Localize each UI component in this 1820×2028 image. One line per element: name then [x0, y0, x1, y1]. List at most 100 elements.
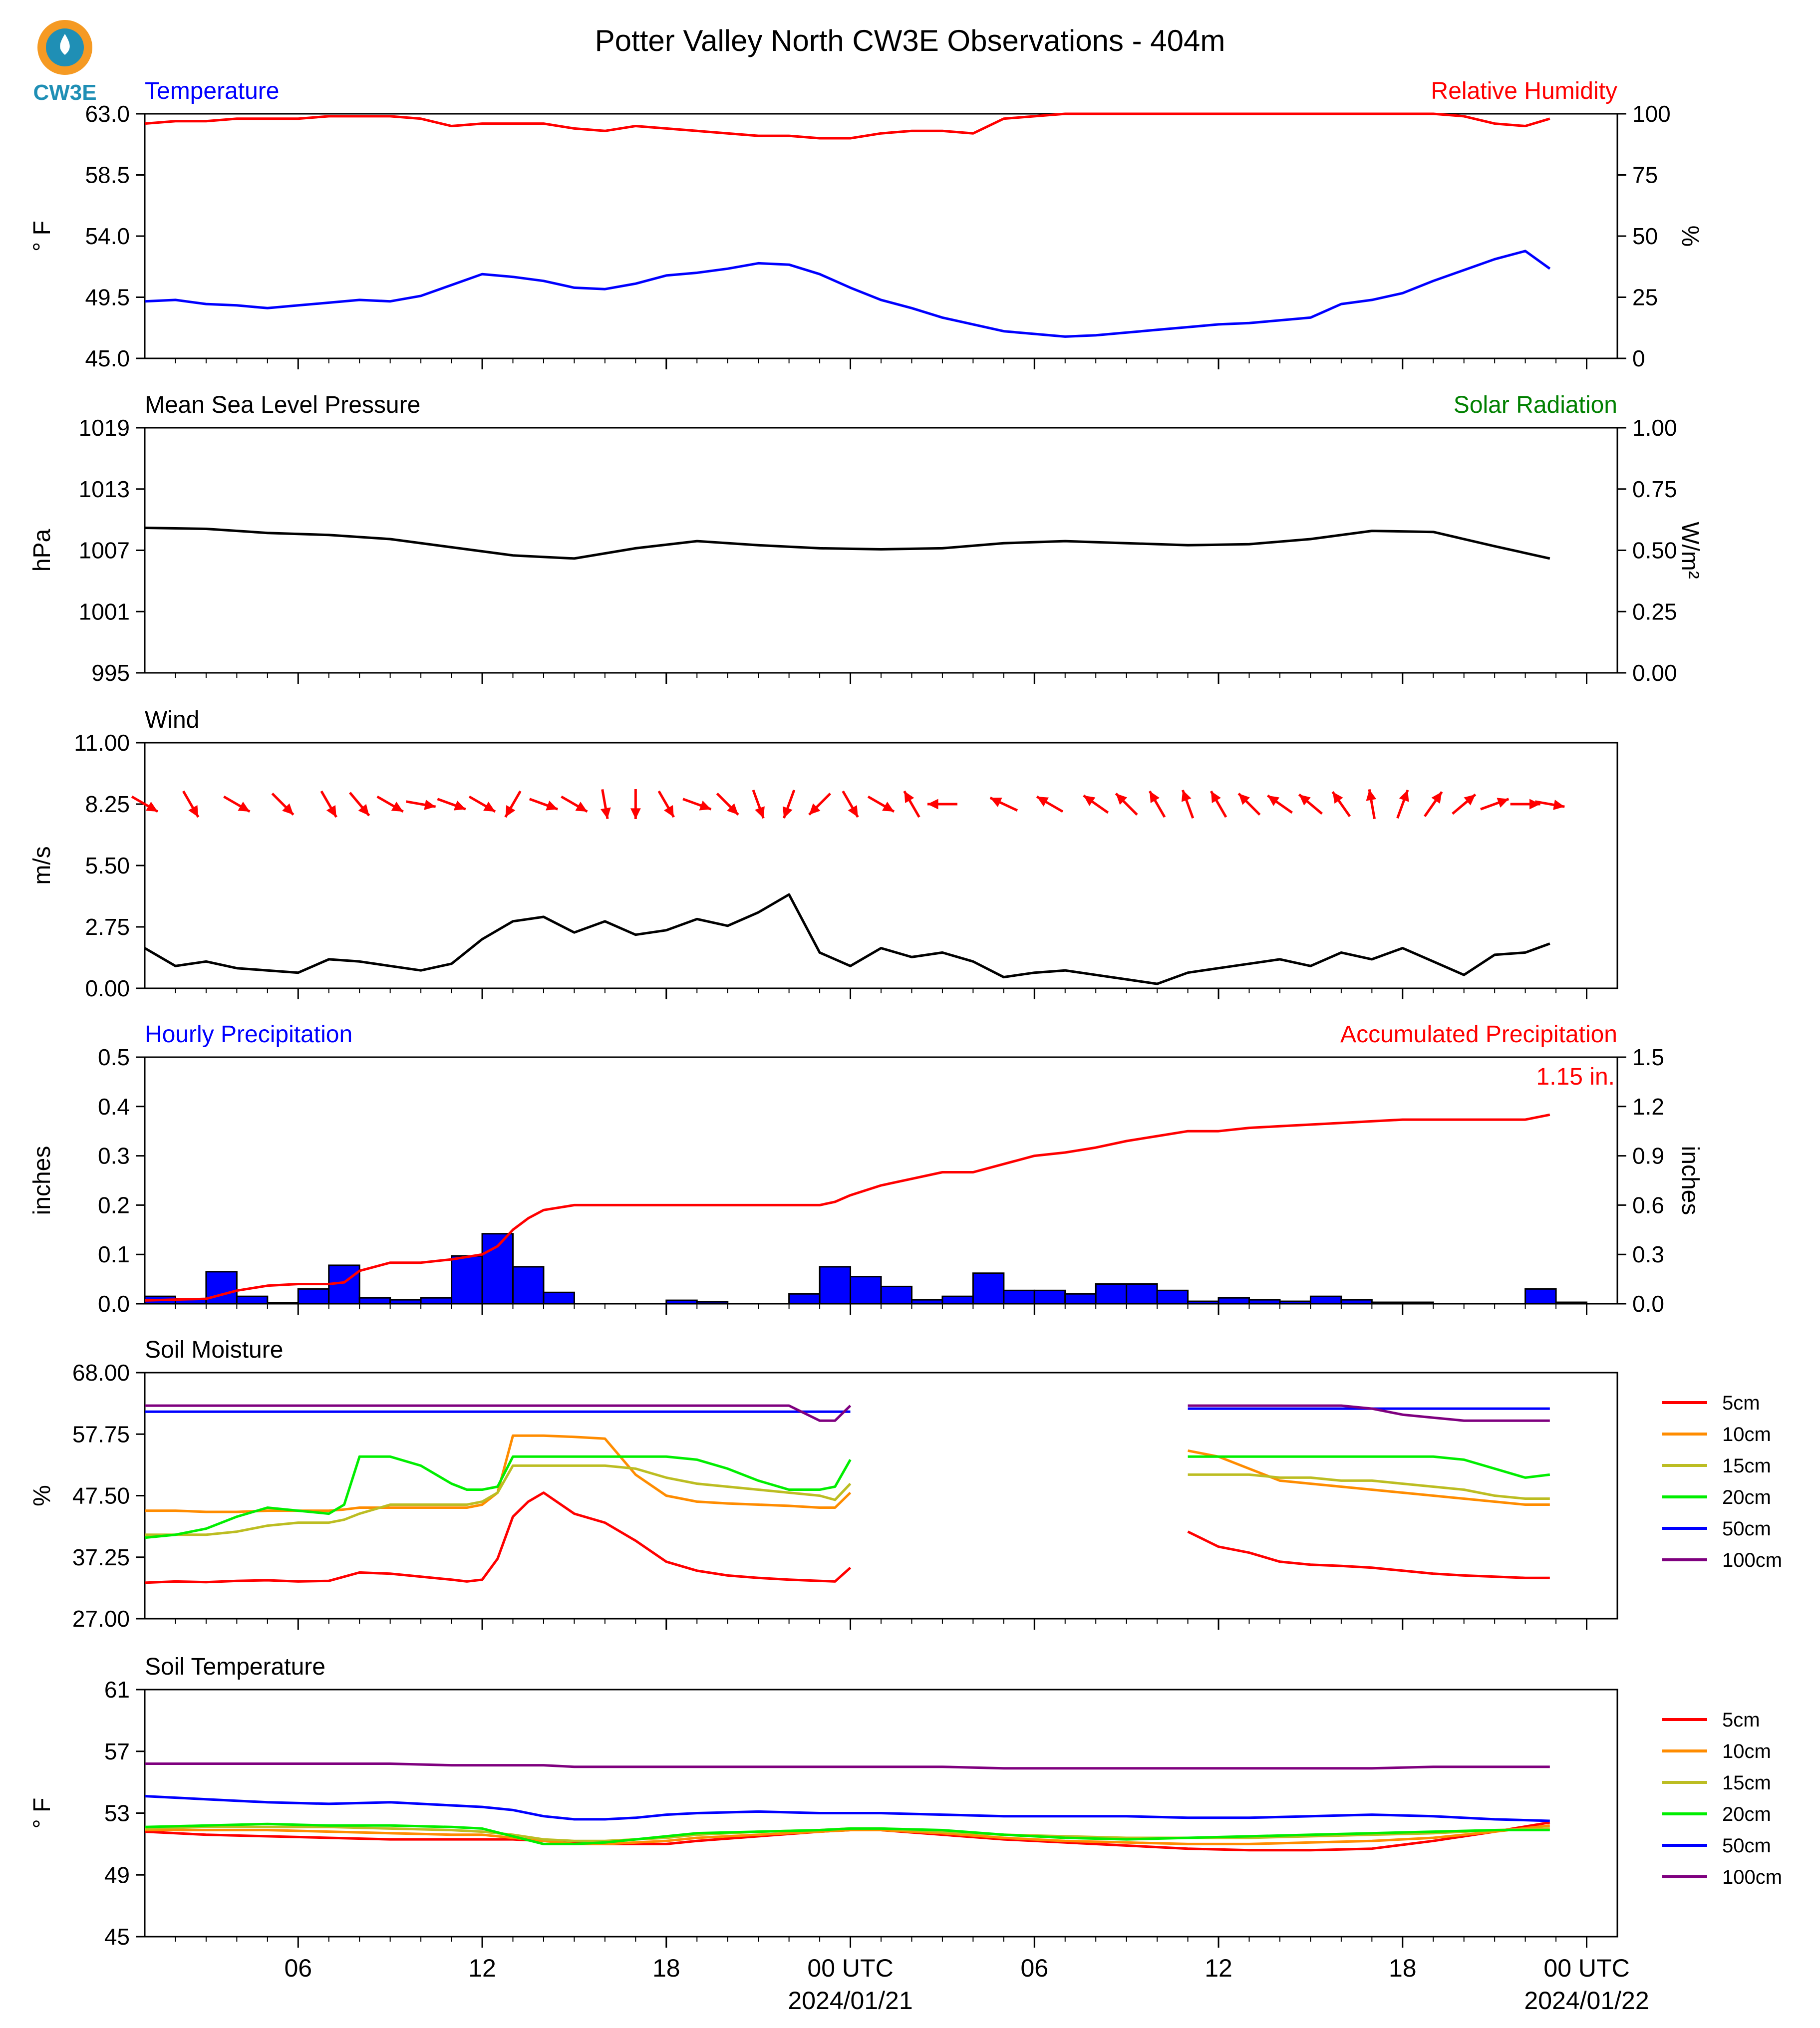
x-tick-label: 06 [1020, 1954, 1048, 1982]
series-line [144, 1821, 1550, 1852]
precip-bar [665, 1299, 698, 1305]
panel-6: 45 49 53 57 61 ° F Soil Temperature 5cm 10cm 15cm… [29, 1654, 1782, 1950]
y-tick-label: 54.0 [85, 223, 130, 249]
wind-arrow-head [699, 801, 711, 811]
x-tick-label: 18 [652, 1954, 680, 1982]
precip-bar [696, 1301, 729, 1305]
y-tick-label: 68.00 [72, 1360, 130, 1386]
precip-bar [1156, 1289, 1189, 1305]
y-tick-label: 1013 [79, 476, 130, 502]
precip-bar [1524, 1288, 1557, 1305]
x-tick-label: 00 UTC [1543, 1954, 1629, 1982]
panel-1: 45.0 49.5 54.0 58.5 63.0 0 25 50 75 100 ° F % Temper… [29, 78, 1703, 371]
precip-bar [1033, 1289, 1066, 1305]
series-line-15cm [145, 1464, 852, 1536]
series-line [144, 1795, 1550, 1822]
wind-arrow-head [1037, 797, 1049, 807]
precip-bar [420, 1297, 453, 1305]
wind-arrow-head [1211, 791, 1221, 803]
precip-bar [1248, 1299, 1281, 1305]
y-tick-label: 0.00 [85, 975, 130, 1001]
wind-arrow-head [1299, 794, 1311, 806]
y-axis-label: ° F [29, 221, 55, 252]
series-line [145, 1762, 1550, 1770]
y-tick-label: 57.75 [72, 1421, 130, 1447]
accumulated-total-label: 1.15 in. [1536, 1064, 1615, 1090]
precip-bar [880, 1285, 912, 1305]
y-tick-label: 47.50 [72, 1483, 130, 1509]
wind-arrow-head [727, 803, 738, 815]
wind-arrow-head [1332, 792, 1343, 804]
precip-bar [1095, 1283, 1128, 1305]
series-line-10cm [145, 1434, 852, 1513]
series-line [144, 112, 1550, 140]
wind-arrow-head [601, 807, 611, 819]
precip-bar [1402, 1301, 1434, 1305]
y-tick-label: 11.00 [74, 730, 130, 756]
legend-label: 10cm [1722, 1740, 1771, 1762]
y-right-tick-label: 100 [1632, 101, 1671, 127]
series-line [145, 1824, 1550, 1845]
wind-arrow-head [1497, 798, 1509, 808]
series-line [144, 893, 1550, 985]
y-axis-label: hPa [29, 529, 55, 572]
y-tick-label: 57 [104, 1738, 130, 1764]
wind-arrow-head [927, 799, 938, 810]
panel-4: 0.0 0.1 0.2 0.3 0.4 0.5 0.0 0.3 0.6 0.9 1.2 1.5 inch… [29, 1021, 1703, 1317]
y-right-tick-label: 1.5 [1632, 1044, 1664, 1070]
wind-arrow-head [882, 802, 894, 812]
y-right-tick-label: 0.6 [1632, 1192, 1664, 1218]
legend-label: 100cm [1722, 1549, 1782, 1571]
wind-arrow-head [358, 804, 369, 816]
precip-bar [267, 1302, 299, 1305]
series-line-15cm [1188, 1473, 1550, 1500]
plot-frame [144, 113, 1618, 359]
x-tick-label: 18 [1389, 1954, 1417, 1982]
series-line-5cm [144, 1491, 852, 1584]
precip-bar [389, 1299, 422, 1305]
x-date-label: 2024/01/21 [788, 1987, 912, 2015]
series-line [144, 527, 1550, 560]
y-right-tick-label: 0.0 [1632, 1291, 1664, 1317]
legend-label: 5cm [1722, 1709, 1760, 1731]
x-tick-label: 12 [1205, 1954, 1232, 1982]
water-drop-icon [60, 34, 70, 55]
y-right-tick-label: 0.25 [1632, 598, 1677, 624]
y-tick-label: 995 [91, 660, 130, 686]
precip-bar [481, 1233, 514, 1305]
y-axis-label: ° F [29, 1798, 55, 1829]
wind-arrow-head [1116, 793, 1128, 805]
wind-arrow-head [391, 802, 403, 812]
wind-arrow-head [483, 802, 496, 812]
y-right-tick-label: 50 [1632, 223, 1658, 249]
precip-bar [941, 1295, 974, 1305]
panel-title-right: Relative Humidity [1431, 78, 1617, 104]
wind-arrow-head [755, 806, 765, 819]
precip-bar [1126, 1283, 1158, 1305]
y-right-tick-label: 1.2 [1632, 1094, 1664, 1120]
wind-arrow-head [990, 797, 1002, 807]
panel-5: 27.00 37.25 47.50 57.75 68.00% Soil Moisture 5… [29, 1337, 1782, 1632]
y-right-tick-label: 0 [1632, 345, 1645, 371]
wind-arrow-head [546, 801, 558, 811]
wind-arrow-head [575, 802, 588, 812]
plot-frame [144, 1056, 1618, 1305]
y-right-tick-label: 25 [1632, 285, 1658, 310]
y-right-tick-label: 1.00 [1632, 415, 1677, 441]
legend-label: 15cm [1722, 1772, 1771, 1794]
accumulated-precip-line [144, 1113, 1550, 1302]
figure-title: Potter Valley North CW3E Observations - … [595, 24, 1225, 57]
legend-label: 100cm [1722, 1866, 1782, 1888]
x-tick-label: 00 UTC [807, 1954, 893, 1982]
panel-title-left: Mean Sea Level Pressure [145, 392, 420, 418]
series-line [144, 250, 1551, 338]
precip-bar [543, 1291, 575, 1305]
panel-2: 995 1001 1007 1013 1019 0.00 0.25 0.50 0.75 1.00 h… [29, 392, 1703, 686]
precip-bar [788, 1293, 821, 1305]
precip-bar [819, 1266, 852, 1305]
y-right-axis-label: inches [1677, 1146, 1703, 1215]
precip-bar [910, 1299, 943, 1305]
y-tick-label: 37.25 [72, 1544, 130, 1570]
y-tick-label: 0.5 [98, 1044, 130, 1070]
y-axis-label: inches [29, 1146, 55, 1215]
